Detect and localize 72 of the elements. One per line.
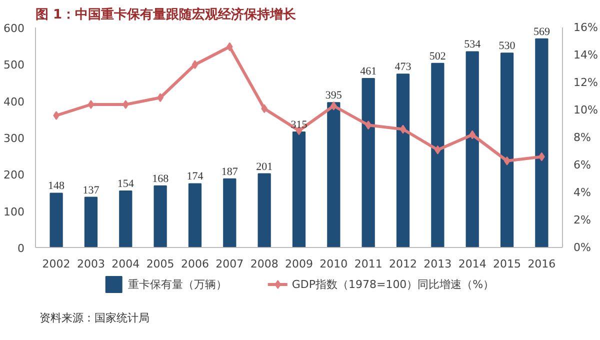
point [365,120,372,130]
data-label: 148 [48,180,66,192]
bar [396,74,410,248]
y2-tick-label: 0% [574,241,591,254]
x-tick-label: 2012 [389,258,418,270]
data-label: 569 [533,26,550,38]
x-tick-label: 2011 [354,258,382,270]
y2-tick-label: 2% [574,214,591,226]
bar [466,51,479,248]
x-tick-label: 2002 [42,258,70,270]
data-label: 154 [117,178,134,190]
y-tick-label: 600 [4,22,25,35]
y-tick-label: 100 [4,205,25,218]
data-label: 201 [256,160,273,173]
x-tick-label: 2014 [458,258,486,270]
bar [84,196,98,248]
data-label: 534 [464,38,482,51]
text: 资料来源：国家统计局 [40,312,150,324]
x-tick-label: 2004 [112,258,140,270]
x-tick-label: 2007 [216,258,244,270]
data-label: 187 [221,166,238,178]
point [469,130,476,140]
data-label: 502 [429,50,446,62]
y2-tick-label: 12% [574,76,598,89]
x-tick-label: 2015 [493,258,522,270]
y-tick-label: 300 [4,132,25,145]
bar [223,178,236,248]
bar [292,132,306,248]
y2-tick-label: 6% [574,158,591,172]
y2-tick-label: 4% [574,186,591,199]
point [504,156,510,166]
bar [535,38,548,248]
x-tick-label: 2006 [180,258,209,270]
x-tick-label: 2003 [76,258,105,270]
bar [327,102,340,248]
bar [258,173,271,248]
bar [50,192,63,248]
data-label: 530 [498,40,516,52]
y2-tick-label: 14% [574,48,598,62]
bar [500,52,514,248]
point [400,124,406,134]
x-tick-label: 2010 [320,258,348,270]
x-tick-label: 2016 [528,258,556,270]
data-label: 395 [325,90,342,102]
x-tick-label: 2013 [424,258,452,270]
data-label: 168 [152,172,170,185]
bar [431,62,444,248]
bar [119,190,132,248]
bar [154,185,167,248]
point [192,60,198,70]
data-label: 174 [186,170,204,183]
point [88,100,94,109]
y-tick-label: 200 [4,168,25,182]
bar [188,183,202,248]
y2-tick-label: 8% [574,131,591,144]
y-tick-label: 500 [4,58,25,72]
chart-title: 图 1：中国重卡保有量跟随宏观经济保持增长 [36,6,298,22]
legend-label: 重卡保有量（万辆） [128,276,227,292]
y-tick-label: 400 [4,95,25,108]
y-tick-label: 0 [18,242,24,255]
x-tick-label: 2008 [250,258,278,270]
point [53,111,60,120]
y2-tick-label: 16% [574,21,598,34]
x-tick-label: 2005 [146,258,174,270]
bar [362,78,375,248]
x-tick-label: 2009 [285,258,314,270]
data-label: 137 [82,184,100,196]
data-label: 461 [360,65,377,78]
legend-label: GDP指数（1978=100）同比增速（%） [292,276,494,292]
y2-tick-label: 10% [574,104,598,116]
point [226,42,233,52]
data-label: 473 [394,61,412,74]
